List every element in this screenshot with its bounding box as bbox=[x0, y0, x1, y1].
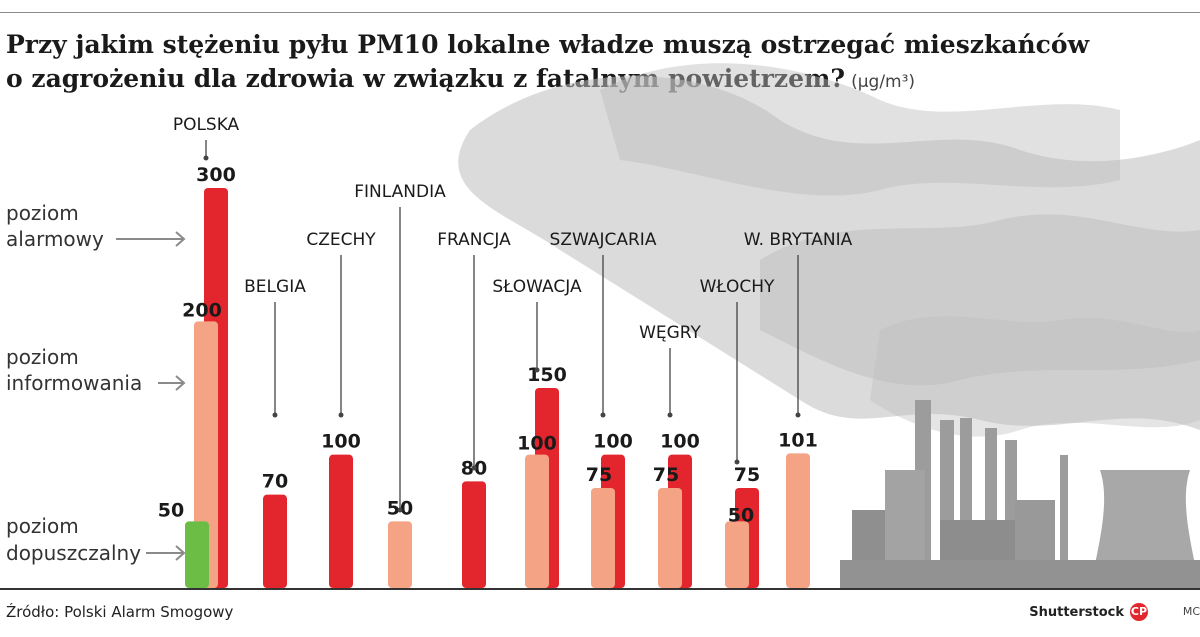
level-label-inform: informowania bbox=[6, 371, 142, 395]
smoke-cloud-4 bbox=[870, 316, 1200, 437]
value-label: 100 bbox=[321, 431, 361, 453]
value-label: 150 bbox=[527, 364, 567, 386]
photo-credit: Shutterstock CP bbox=[1029, 603, 1148, 621]
value-label: 100 bbox=[660, 431, 700, 453]
bar-belgia-alarm bbox=[263, 494, 287, 588]
leader-dot bbox=[600, 412, 606, 418]
bar-czechy-alarm bbox=[329, 454, 353, 588]
arrow-head-icon bbox=[175, 375, 186, 391]
arrow-head-icon bbox=[175, 545, 186, 561]
value-label: 75 bbox=[734, 464, 760, 486]
country-label: SZWAJCARIA bbox=[550, 230, 657, 250]
smoke-decoration bbox=[458, 63, 1200, 437]
arrow-head-icon bbox=[175, 231, 186, 247]
country-label: POLSKA bbox=[173, 115, 240, 135]
bar-w-ochy-inform bbox=[725, 521, 749, 588]
level-label-permitted: dopuszczalny bbox=[6, 541, 141, 565]
leader-dot bbox=[471, 465, 477, 471]
level-label-alarm: alarmowy bbox=[6, 227, 104, 251]
value-label: 100 bbox=[517, 433, 557, 455]
level-label-inform: poziom bbox=[6, 345, 79, 369]
value-label: 100 bbox=[593, 431, 633, 453]
country-label: W. BRYTANIA bbox=[744, 230, 853, 250]
source-note: Źródło: Polski Alarm Smogowy bbox=[6, 603, 234, 621]
leader-dot bbox=[795, 412, 801, 418]
value-label: 101 bbox=[778, 429, 818, 451]
smoke-cloud-2 bbox=[760, 214, 1200, 386]
value-label: 200 bbox=[182, 299, 222, 321]
country-label: WĘGRY bbox=[639, 323, 701, 343]
factory-ground bbox=[840, 560, 1200, 588]
level-labels-group: poziomalarmowypoziominformowaniapoziomdo… bbox=[6, 201, 186, 565]
leader-dot bbox=[534, 367, 540, 373]
photo-credit-text: Shutterstock bbox=[1029, 604, 1124, 620]
bar-w-gry-inform bbox=[658, 488, 682, 588]
bar-polska-permitted bbox=[185, 521, 209, 588]
value-label: 75 bbox=[586, 464, 612, 486]
factory-decoration bbox=[840, 400, 1200, 588]
country-label: BELGIA bbox=[244, 277, 306, 297]
value-label: 70 bbox=[262, 471, 288, 493]
title-line-1: Przy jakim stężeniu pyłu PM10 lokalne wł… bbox=[6, 30, 1090, 59]
level-label-alarm: poziom bbox=[6, 201, 79, 225]
leader-dot bbox=[203, 155, 209, 161]
leader-dot bbox=[272, 412, 278, 418]
leader-dot bbox=[667, 412, 673, 418]
value-label: 75 bbox=[653, 464, 679, 486]
leader-dot bbox=[338, 412, 344, 418]
country-label: WŁOCHY bbox=[700, 277, 775, 297]
bar-w-brytania-inform bbox=[786, 453, 810, 588]
bar-francja-alarm bbox=[462, 481, 486, 588]
country-label: CZECHY bbox=[306, 230, 376, 250]
leader-dot bbox=[397, 507, 403, 513]
unit-label: (µg/m³) bbox=[851, 72, 916, 92]
top-rule bbox=[0, 12, 1200, 13]
bar-s-owacja-inform bbox=[525, 454, 549, 588]
country-label: SŁOWACJA bbox=[492, 277, 582, 297]
value-label: 300 bbox=[196, 164, 236, 186]
cp-logo-icon: CP bbox=[1130, 603, 1148, 621]
value-label: 50 bbox=[158, 499, 184, 521]
chimney-6 bbox=[1060, 455, 1068, 588]
country-label: FRANCJA bbox=[437, 230, 511, 250]
level-label-permitted: poziom bbox=[6, 514, 79, 538]
bars-group: 300 200 50 POLSKA 70 BELGIA 100 CZECHY 50 FINLAND… bbox=[158, 115, 853, 588]
leader-dot bbox=[734, 459, 740, 465]
country-label: FINLANDIA bbox=[354, 182, 446, 202]
bar-szwajcaria-inform bbox=[591, 488, 615, 588]
smoke-cloud-3 bbox=[600, 63, 1120, 196]
author-initials: MC bbox=[1182, 605, 1200, 618]
cooling-tower bbox=[1090, 470, 1200, 588]
bar-finlandia-inform bbox=[388, 521, 412, 588]
value-label: 50 bbox=[728, 504, 754, 526]
